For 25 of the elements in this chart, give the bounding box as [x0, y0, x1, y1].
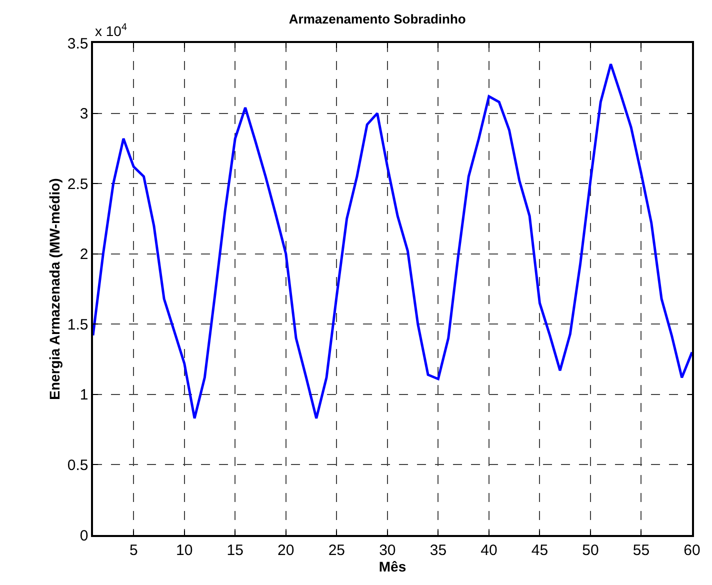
line-series [93, 62, 692, 420]
x-axis-title: Mês [378, 558, 406, 575]
x-tick-label: 55 [632, 542, 650, 559]
x-tick-label: 20 [278, 542, 294, 559]
x-tick-label: 35 [430, 542, 447, 559]
x-tick-label: 45 [531, 542, 548, 559]
x-tick-label: 50 [582, 542, 599, 559]
x-tick-label: 15 [226, 542, 244, 559]
y-tick-label: 1.5 [67, 316, 88, 334]
x-tick-label: 10 [176, 542, 193, 559]
y-tick-label: 2 [80, 246, 88, 264]
y-tick-label: 3 [80, 106, 88, 123]
y-tick-label: 2.5 [67, 176, 88, 193]
text: x 10$^{4}$ [95, 22, 128, 39]
y-tick-label: 3.5 [67, 35, 88, 52]
y-tick-label: 0 [80, 527, 88, 544]
x-tick-label: 40 [480, 542, 498, 559]
y-axis-title: Energia Armazenada (MW-médio) [46, 178, 62, 400]
x-tick-label: 25 [328, 542, 346, 559]
y-tick-label: 1 [80, 386, 88, 404]
chart-title: Armazenamento Sobradinho [288, 12, 466, 27]
x-tick-label: 30 [379, 542, 396, 559]
x-tick-label: 5 [129, 542, 138, 559]
y-tick-label: 0.5 [67, 456, 88, 474]
x-tick-label: 60 [684, 542, 700, 559]
